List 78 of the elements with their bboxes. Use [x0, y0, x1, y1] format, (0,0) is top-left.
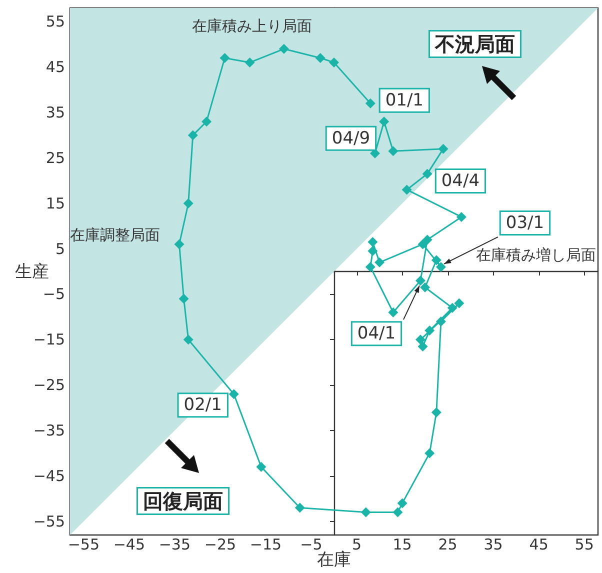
annotation: 在庫調整局面 [70, 226, 160, 244]
point [415, 334, 426, 345]
x-tick-label: 15 [392, 536, 412, 554]
point [456, 212, 466, 222]
point [397, 498, 408, 508]
annotation: 01/1 [385, 90, 424, 110]
point [379, 116, 390, 127]
point [418, 341, 428, 352]
point [188, 130, 198, 140]
point [436, 316, 446, 326]
point [368, 246, 378, 256]
annotation: 02/1 [184, 395, 222, 416]
y-tick-label: 35 [46, 103, 65, 122]
annotation: 回復局面 [143, 489, 223, 513]
y-tick-label: 15 [46, 194, 65, 212]
y-tick-label: 55 [46, 12, 65, 31]
point [392, 507, 403, 518]
point [202, 116, 212, 127]
point [365, 98, 376, 108]
point [178, 294, 189, 304]
x-tick-label: 5 [352, 536, 362, 554]
point [424, 326, 435, 336]
point [315, 52, 326, 63]
point [244, 58, 255, 68]
y-tick-label: −35 [33, 422, 65, 440]
point [447, 302, 458, 313]
x-tick-label: −45 [113, 536, 145, 554]
point [183, 334, 194, 345]
annotation: 在庫積み上り局面 [192, 17, 312, 35]
y-tick-label: 25 [46, 148, 65, 167]
y-tick-label: −5 [42, 285, 65, 304]
x-tick-label: −15 [250, 536, 282, 554]
point [402, 184, 412, 195]
point [365, 262, 376, 272]
point [278, 44, 289, 54]
point [420, 282, 430, 292]
y-tick-label: 5 [55, 240, 65, 258]
x-tick-label: −55 [68, 536, 100, 554]
x-tick-label: 25 [438, 536, 458, 554]
point [431, 407, 442, 418]
point [174, 239, 184, 250]
point [418, 239, 428, 250]
point [256, 462, 266, 472]
point [438, 144, 448, 154]
annotation: 04/1 [357, 324, 396, 344]
point [431, 255, 442, 266]
point [415, 276, 426, 286]
point [368, 236, 378, 247]
y-tick-label: −25 [33, 376, 65, 394]
point [388, 307, 398, 318]
point [388, 146, 398, 156]
annotation: 04/9 [332, 128, 370, 148]
x-tick-label: 55 [574, 536, 594, 554]
point [454, 298, 464, 308]
y-tick-label: −55 [33, 512, 65, 530]
annotation: 在庫積み増し局面 [476, 246, 596, 264]
y-tick-label: 45 [46, 58, 65, 76]
point [220, 52, 230, 63]
annotation: 04/4 [441, 170, 480, 191]
point [183, 198, 194, 208]
y-tick-label: −45 [33, 466, 65, 485]
annotation: 不況局面 [434, 32, 515, 56]
point [422, 168, 432, 179]
y-tick-label: −15 [33, 330, 65, 349]
point [424, 448, 435, 458]
x-tick-label: −25 [204, 536, 236, 554]
point [360, 507, 371, 518]
annotation: 03/1 [506, 212, 544, 233]
point [436, 262, 446, 272]
x-tick-label: −35 [158, 536, 191, 554]
x-tick-label: 35 [484, 536, 503, 554]
point [422, 234, 432, 245]
x-tick-label: 45 [529, 536, 548, 554]
point [374, 257, 385, 268]
point [294, 502, 305, 513]
point [329, 58, 339, 68]
y-axis-title: 生産 [15, 262, 49, 282]
point [228, 389, 239, 400]
